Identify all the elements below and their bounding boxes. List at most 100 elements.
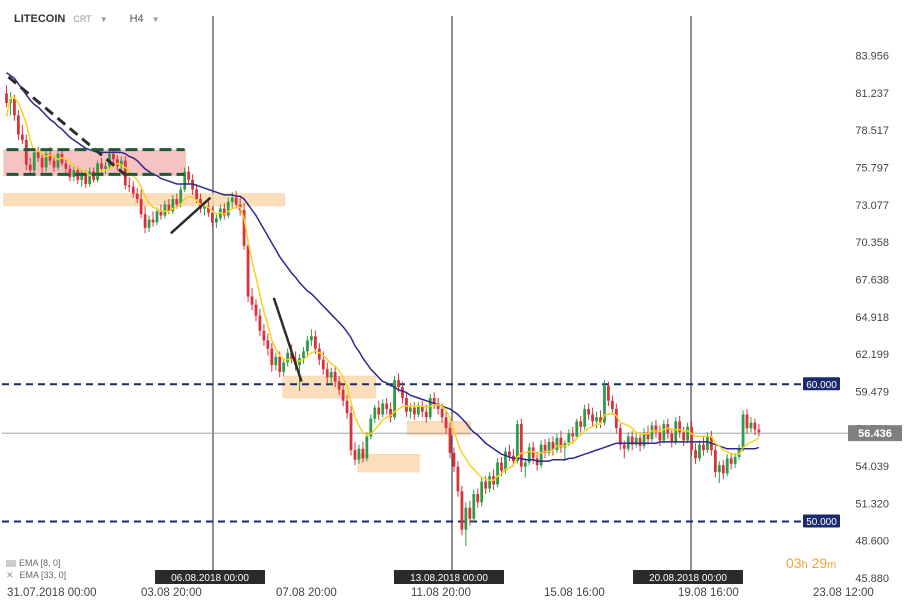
- candle-body: [420, 406, 424, 412]
- time-marker-label: 20.08.2018 00:00: [649, 573, 727, 584]
- instrument-type-label[interactable]: CRT: [73, 14, 92, 24]
- candle-body: [749, 422, 753, 429]
- candle-body: [325, 369, 329, 378]
- x-tick-label: 07.08 20:00: [276, 587, 337, 599]
- chevron-down-icon[interactable]: ▼: [151, 14, 160, 24]
- candle-body: [389, 408, 393, 418]
- legend-item-ema-33[interactable]: ✕ EMA [33, 0]: [6, 569, 66, 581]
- candle-body: [432, 397, 436, 404]
- candle-body: [214, 218, 218, 223]
- candle-body: [313, 336, 317, 349]
- candle-body: [385, 403, 389, 409]
- candle-body: [207, 205, 210, 213]
- candle-body: [226, 201, 230, 216]
- level-label: 60.000: [806, 380, 837, 391]
- candle-body: [16, 115, 20, 135]
- candle-body: [464, 507, 468, 530]
- candle-body: [72, 170, 76, 178]
- price-zone: [357, 453, 420, 473]
- ema-icon: [6, 559, 16, 567]
- candle-body: [32, 152, 36, 171]
- level-label: 50.000: [806, 517, 837, 528]
- candle-body: [349, 413, 353, 451]
- candle-body: [278, 356, 282, 372]
- candle-body: [559, 437, 563, 448]
- candle-body: [405, 397, 408, 412]
- candle-body: [682, 432, 686, 441]
- ema-33-line: [6, 72, 760, 462]
- candle-body: [183, 171, 187, 190]
- candle-body: [270, 348, 274, 366]
- candle-body: [488, 476, 492, 489]
- candle-body: [543, 444, 547, 453]
- candle-body: [618, 428, 622, 445]
- candle-body: [500, 462, 503, 471]
- candle-body: [476, 494, 480, 503]
- candle-body: [456, 466, 460, 492]
- legend-label: EMA [8, 0]: [19, 558, 61, 568]
- candle-body: [674, 421, 678, 442]
- candle-body: [409, 407, 412, 412]
- candle-body: [658, 432, 662, 441]
- candle-body: [175, 199, 179, 205]
- candle-body: [706, 436, 709, 451]
- candle-body: [234, 197, 238, 205]
- x-tick-label: 15.08 16:00: [544, 587, 605, 599]
- y-tick-label: 64.918: [855, 312, 889, 324]
- candle-body: [745, 414, 749, 429]
- candle-body: [361, 448, 365, 459]
- candle-body: [690, 426, 693, 451]
- chart-header: LITECOIN CRT ▼ H4 ▼: [14, 10, 160, 28]
- candle-body: [424, 411, 428, 418]
- candle-body: [159, 211, 163, 216]
- candle-body: [717, 465, 721, 473]
- candle-body: [310, 336, 313, 341]
- y-tick-label: 62.199: [855, 349, 889, 361]
- candle-body: [397, 380, 400, 388]
- candle-body: [48, 153, 52, 161]
- candle-body: [52, 160, 56, 168]
- candle-body: [187, 171, 191, 180]
- candle-body: [654, 425, 658, 433]
- candle-body: [523, 462, 527, 467]
- candle-body: [266, 340, 270, 349]
- candle-body: [64, 163, 68, 169]
- timeframe-selector[interactable]: H4: [129, 13, 144, 25]
- y-tick-label: 51.320: [855, 498, 889, 510]
- candle-body: [254, 304, 258, 316]
- candle-body: [40, 157, 44, 168]
- candle-body: [444, 417, 448, 429]
- candle-body: [13, 98, 16, 116]
- candle-body: [119, 160, 123, 167]
- candle-body: [496, 462, 499, 485]
- candle-body: [345, 400, 349, 414]
- candle-body: [599, 417, 602, 423]
- chevron-down-icon[interactable]: ▼: [99, 14, 108, 24]
- candle-body: [68, 168, 72, 178]
- candle-body: [286, 352, 290, 363]
- candle-body: [416, 406, 420, 415]
- candle-body: [614, 408, 618, 429]
- close-icon[interactable]: ✕: [6, 570, 14, 580]
- x-tick-label: 11.08 20:00: [411, 587, 471, 599]
- candle-body: [127, 185, 131, 187]
- y-tick-label: 48.600: [855, 536, 889, 548]
- candle-body: [306, 340, 309, 352]
- candle-body: [80, 174, 84, 180]
- candle-body: [670, 433, 674, 442]
- y-tick-label: 70.358: [855, 237, 889, 249]
- candle-body: [230, 197, 234, 202]
- candle-body: [258, 315, 262, 331]
- y-tick-label: 83.956: [855, 51, 889, 63]
- candle-body: [515, 424, 519, 462]
- legend-item-ema-8[interactable]: EMA [8, 0]: [6, 557, 66, 569]
- x-tick-label: 23.08 12:00: [813, 587, 874, 599]
- candle-body: [480, 481, 484, 503]
- candle-body: [147, 219, 151, 228]
- candle-body: [135, 193, 139, 200]
- candle-body: [36, 152, 40, 158]
- candle-body: [112, 153, 115, 160]
- candle-body: [365, 436, 369, 459]
- candle-body: [171, 199, 175, 212]
